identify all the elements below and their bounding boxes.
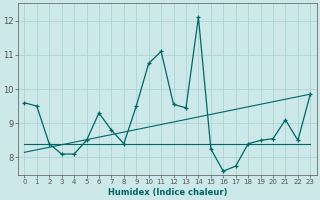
X-axis label: Humidex (Indice chaleur): Humidex (Indice chaleur) [108, 188, 227, 197]
